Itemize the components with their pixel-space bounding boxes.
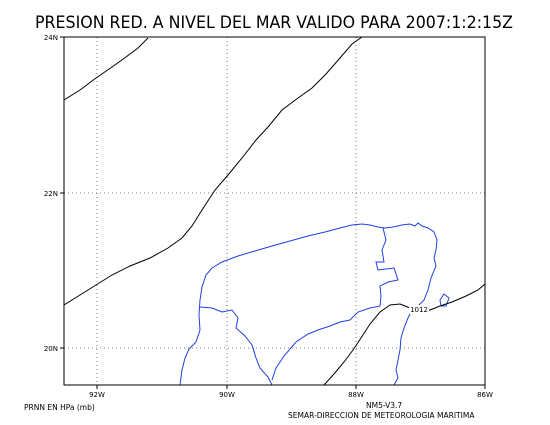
units-label: PRNN EN HPa (mb) — [24, 403, 95, 412]
lon-label-90w: 90W — [219, 391, 235, 399]
state-border-west — [199, 306, 273, 385]
model-label: NM5-V3.7 — [366, 401, 402, 410]
coastline-cozumel — [439, 293, 450, 307]
gridlines — [64, 37, 485, 385]
isobar-middle — [64, 37, 363, 306]
tick-marks — [60, 36, 486, 389]
isobar-upper — [64, 37, 149, 101]
lon-label-88w: 88W — [348, 391, 364, 399]
lat-label-20n: 20N — [44, 345, 58, 353]
lon-label-92w: 92W — [89, 391, 105, 399]
agency-label: SEMAR-DIRECCION DE METEOROLOGIA MARITIMA — [288, 411, 475, 420]
isobar-label: 1012 — [410, 306, 428, 314]
map-frame — [63, 36, 486, 386]
lat-label-22n: 22N — [44, 190, 58, 198]
map-title: PRESION RED. A NIVEL DEL MAR VALIDO PARA… — [35, 13, 513, 33]
state-border-east — [271, 227, 399, 381]
lat-label-24n: 24N — [44, 34, 58, 42]
lon-label-86w: 86W — [477, 391, 493, 399]
isobar-1012 — [323, 283, 485, 385]
isobar-label-bg — [409, 305, 429, 314]
